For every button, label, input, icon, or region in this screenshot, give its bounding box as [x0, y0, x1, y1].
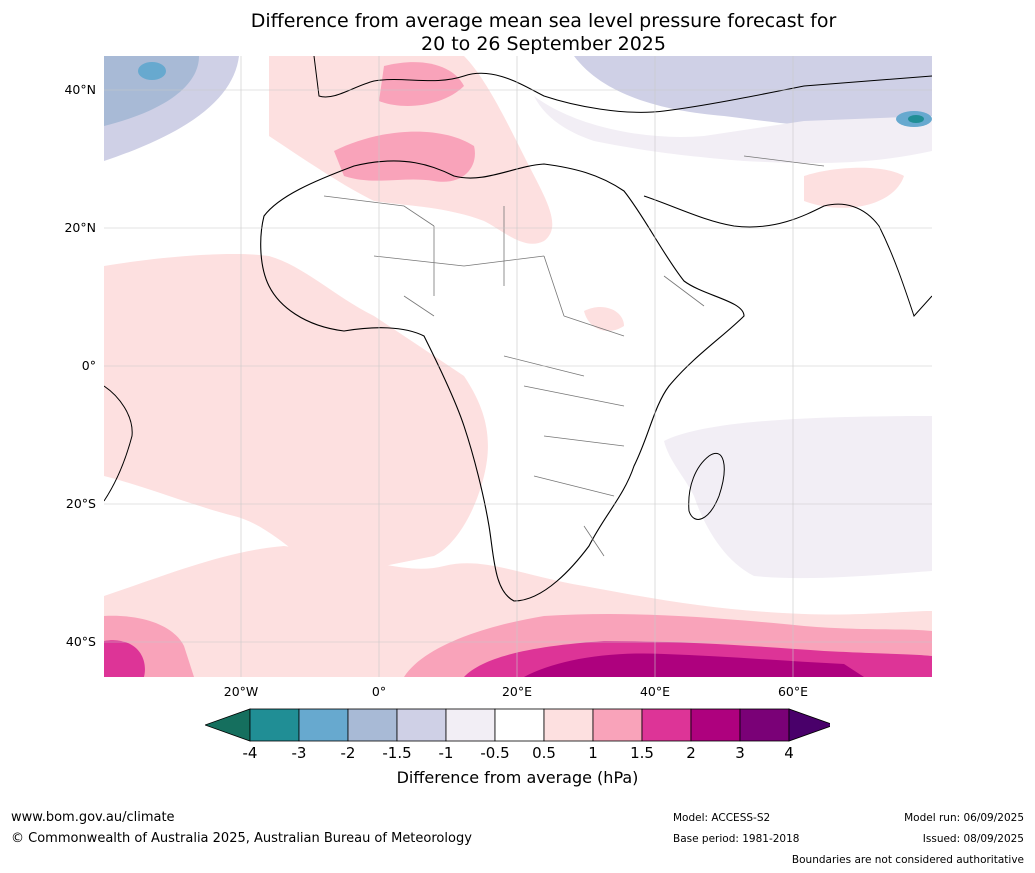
colorbar-tick-label: 2	[686, 744, 696, 762]
colorbar-tick-label: -3	[291, 744, 307, 762]
coastline-south-america	[104, 385, 133, 502]
colorbar-segment	[249, 708, 300, 742]
anomaly-slight-negative-indian-ocean	[664, 416, 932, 579]
colorbar-segment	[494, 708, 545, 742]
coastline-madagascar	[688, 453, 725, 520]
anomaly-positive-east-africa-small	[584, 306, 624, 331]
colorbar-tick-label: -1.5	[382, 744, 412, 762]
anomaly-positive-mediterranean	[379, 62, 464, 106]
colorbar-tick-label: 1.5	[630, 744, 654, 762]
colorbar-segment	[543, 708, 594, 742]
colorbar-segment	[298, 708, 349, 742]
footer-disclaimer: Boundaries are not considered authoritat…	[791, 854, 1024, 866]
colorbar-tick-label: -2	[340, 744, 356, 762]
colorbar-segment	[592, 708, 643, 742]
colorbar-label: Difference from average (hPa)	[396, 768, 639, 787]
anomaly-positive-atlantic	[104, 254, 488, 576]
anomaly-slight-negative-mideast	[534, 96, 932, 164]
colorbar	[205, 708, 830, 742]
lon-label-40e: 40°E	[639, 684, 671, 699]
colorbar-tick-label: 3	[735, 744, 745, 762]
title-line-2: 20 to 26 September 2025	[421, 33, 666, 55]
colorbar-tick-label: 0.5	[532, 744, 556, 762]
anomaly-negative-europe-asia	[574, 56, 932, 132]
lon-label-20w: 20°W	[223, 684, 259, 699]
anomaly-positive-arabia-small	[804, 167, 904, 208]
colorbar-tick-label: -0.5	[480, 744, 510, 762]
title-line-1: Difference from average mean sea level p…	[250, 10, 837, 32]
anomaly-positive-southern-ocean-max	[524, 653, 864, 677]
colorbar-segment	[396, 708, 447, 742]
lat-label-0: 0°	[81, 358, 96, 373]
colorbar-segment	[347, 708, 398, 742]
footer-model-run: Model run: 06/09/2025	[904, 812, 1024, 824]
country-borders	[323, 155, 825, 557]
colorbar-extend-max	[788, 708, 830, 742]
colorbar-segment	[445, 708, 496, 742]
footer-base-period: Base period: 1981-2018	[673, 833, 800, 845]
anomaly-negative-small-core	[138, 62, 166, 80]
colorbar-segment	[690, 708, 741, 742]
colorbar-tick-label: 1	[588, 744, 598, 762]
coastline-arabia-india	[643, 195, 932, 317]
lon-label-60e: 60°E	[777, 684, 809, 699]
footer-model: Model: ACCESS-S2	[673, 812, 771, 824]
colorbar-tick-label: 4	[784, 744, 794, 762]
map-svg	[104, 56, 932, 677]
coastline-europe	[313, 56, 932, 113]
footer-issued: Issued: 08/09/2025	[922, 833, 1024, 845]
graticule	[104, 56, 932, 677]
lat-label-40s: 40°S	[65, 634, 96, 649]
colorbar-tick-label: -1	[438, 744, 454, 762]
lon-label-0: 0°	[371, 684, 387, 699]
colorbar-extend-min	[205, 708, 251, 742]
lat-label-20s: 20°S	[65, 496, 96, 511]
anomaly-high-asia-core	[908, 115, 924, 123]
lon-label-20e: 20°E	[501, 684, 533, 699]
chart-title: Difference from average mean sea level p…	[0, 10, 1035, 56]
coastline-africa	[260, 160, 745, 602]
footer-url: www.bom.gov.au/climate	[11, 810, 175, 825]
lat-label-40n: 40°N	[64, 82, 96, 97]
colorbar-segment	[641, 708, 692, 742]
pressure-anomaly-map	[104, 56, 932, 677]
lat-label-20n: 20°N	[64, 220, 96, 235]
colorbar-segment	[739, 708, 790, 742]
colorbar-tick-label: -4	[242, 744, 258, 762]
anomaly-negative-nw-atlantic-core	[104, 56, 199, 126]
footer-copyright: © Commonwealth of Australia 2025, Austra…	[11, 831, 472, 846]
